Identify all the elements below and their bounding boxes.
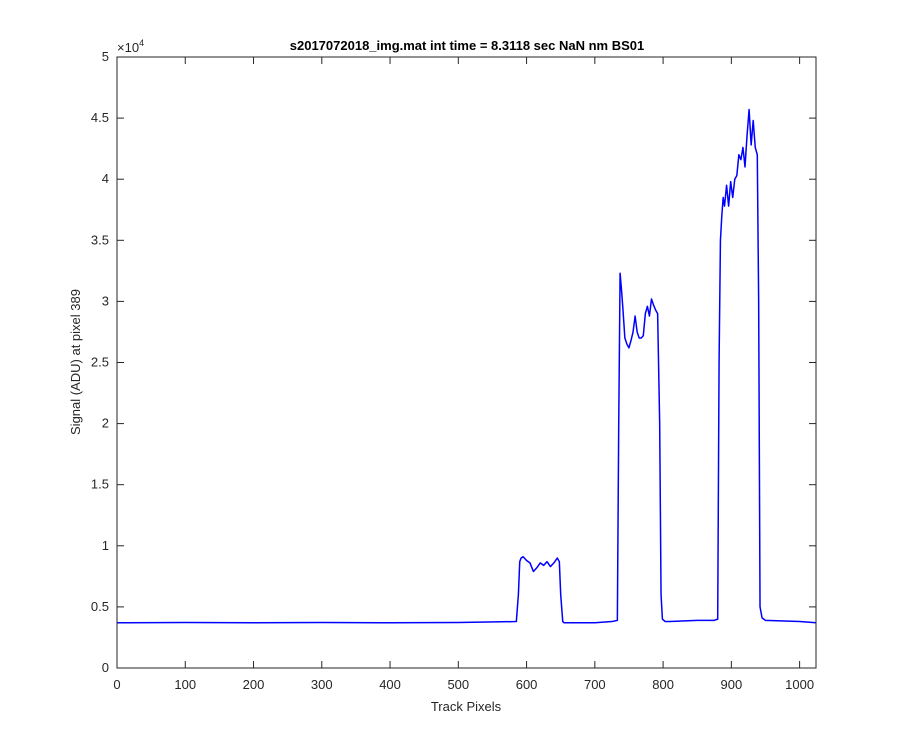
x-tick-label: 500: [447, 677, 469, 692]
y-exponent-power: 4: [139, 38, 144, 48]
y-exponent-label: ×104: [117, 38, 144, 55]
svg-text:×104: ×104: [117, 38, 144, 55]
series-line: [116, 108, 817, 624]
x-axis: 0 100 200 300 400 500 600 700 800 900 1000: [113, 57, 814, 692]
y-tick-label: 3: [102, 293, 109, 308]
x-tick-label: 300: [311, 677, 333, 692]
x-tick-label: 1000: [785, 677, 814, 692]
x-tick-label: 0: [113, 677, 120, 692]
y-tick-label: 5: [102, 49, 109, 64]
chart-title: s2017072018_img.mat int time = 8.3118 se…: [290, 38, 644, 53]
x-tick-label: 400: [379, 677, 401, 692]
y-exponent-base: ×10: [117, 40, 139, 55]
y-tick-label: 2: [102, 416, 109, 431]
x-tick-label: 200: [243, 677, 265, 692]
y-tick-label: 4.5: [91, 110, 109, 125]
y-tick-label: 4: [102, 171, 109, 186]
y-tick-label: 0.5: [91, 599, 109, 614]
x-tick-label: 600: [516, 677, 538, 692]
x-tick-label: 900: [721, 677, 743, 692]
axes-box: [116, 56, 817, 669]
x-tick-label: 800: [652, 677, 674, 692]
y-tick-label: 3.5: [91, 232, 109, 247]
y-tick-label: 1.5: [91, 477, 109, 492]
y-axis-label: Signal (ADU) at pixel 389: [68, 289, 83, 435]
y-tick-label: 1: [102, 538, 109, 553]
y-axis: 0 0.5 1 1.5 2 2.5 3 3.5 4 4.5 5: [91, 49, 816, 675]
x-tick-label: 100: [174, 677, 196, 692]
y-tick-label: 0: [102, 660, 109, 675]
x-axis-label: Track Pixels: [431, 699, 502, 714]
x-tick-label: 700: [584, 677, 606, 692]
y-tick-label: 2.5: [91, 355, 109, 370]
plot-area: [117, 57, 816, 668]
